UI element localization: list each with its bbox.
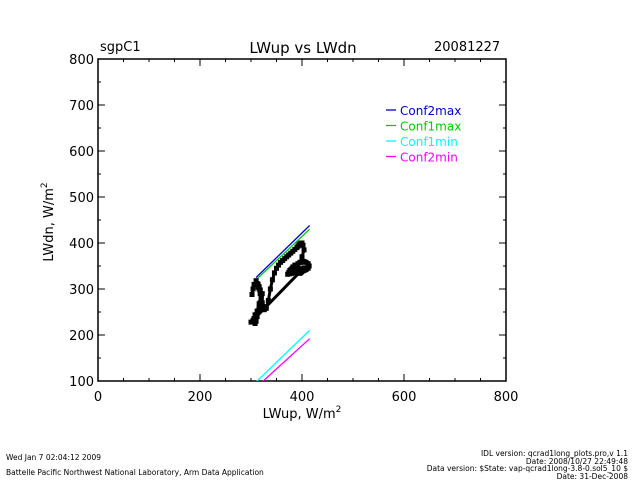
date-label: 20081227	[434, 40, 500, 55]
series-line-conf2max	[255, 225, 311, 278]
site-label: sgpC1	[100, 40, 141, 55]
data-trace	[255, 283, 260, 288]
data-trace	[251, 284, 256, 290]
x-tick-label: 400	[290, 390, 315, 405]
data-trace	[266, 288, 272, 301]
data-trace	[273, 267, 278, 274]
y-tick-label: 300	[69, 283, 94, 298]
data-trace	[252, 314, 257, 319]
data-trace	[253, 320, 258, 325]
data-trace	[300, 259, 305, 264]
footer-timestamp: Wed Jan 7 02:04:12 2009	[6, 453, 101, 462]
axes-layer: 0 200 400 600 800 100 200 300 400 500 600 700 800	[69, 53, 518, 405]
y-tick-label: 500	[69, 191, 94, 206]
x-tick-label: 600	[392, 390, 417, 405]
y-tick-label: 400	[69, 237, 94, 252]
data-trace	[294, 262, 299, 267]
data-trace	[297, 260, 302, 266]
footer-data-date: Date: 31-Dec-2008	[557, 472, 629, 480]
data-trace	[301, 244, 306, 251]
footer-data-version: Data version: $State: vap-qcrad1long-3.8…	[427, 464, 629, 473]
data-trace	[258, 290, 263, 297]
y-tick-label: 100	[69, 375, 94, 390]
y-tick-label: 800	[69, 53, 94, 68]
data-trace	[257, 295, 263, 305]
legend-label: Conf1min	[400, 135, 458, 149]
footer-lab: Battelle Pacific Northwest National Labo…	[6, 468, 264, 477]
data-trace	[249, 266, 306, 324]
data-trace	[251, 317, 256, 322]
legend-label: Conf1max	[400, 120, 461, 134]
data-trace	[253, 310, 259, 316]
legend-label: Conf2max	[400, 104, 461, 118]
data-trace	[268, 279, 274, 290]
data-trace	[250, 288, 255, 295]
data-trace	[252, 279, 258, 286]
data-trace	[270, 272, 276, 281]
data-trace	[306, 263, 311, 267]
y-tick-label: 700	[69, 99, 94, 114]
data-trace	[305, 261, 309, 265]
series-line-conf2min	[262, 338, 311, 381]
data-trace	[275, 264, 280, 270]
footer-idl-date: Date: 2008/10/27 22:49:48	[526, 457, 628, 466]
x-tick-label: 800	[494, 390, 519, 405]
data-trace	[300, 249, 306, 258]
y-axis-label: LWdn, W/m2	[40, 182, 57, 261]
series-layer	[248, 225, 312, 381]
x-tick-label: 200	[188, 390, 213, 405]
footer-idl-version: IDL version: qcrad1long_plots.pro,v 1.1	[481, 449, 628, 458]
legend-label: Conf2min	[400, 151, 458, 165]
chart-title: LWup vs LWdn	[249, 39, 356, 57]
series-line-conf1min	[256, 329, 311, 381]
x-tick-label: 0	[94, 390, 102, 405]
data-trace	[300, 242, 305, 246]
series-line-conf1max	[255, 228, 311, 281]
data-trace	[256, 286, 262, 292]
y-tick-label: 200	[69, 329, 94, 344]
data-trace	[260, 302, 265, 307]
data-trace	[255, 303, 261, 312]
y-tick-label: 600	[69, 145, 94, 160]
x-axis-label: LWup, W/m2	[263, 405, 342, 422]
